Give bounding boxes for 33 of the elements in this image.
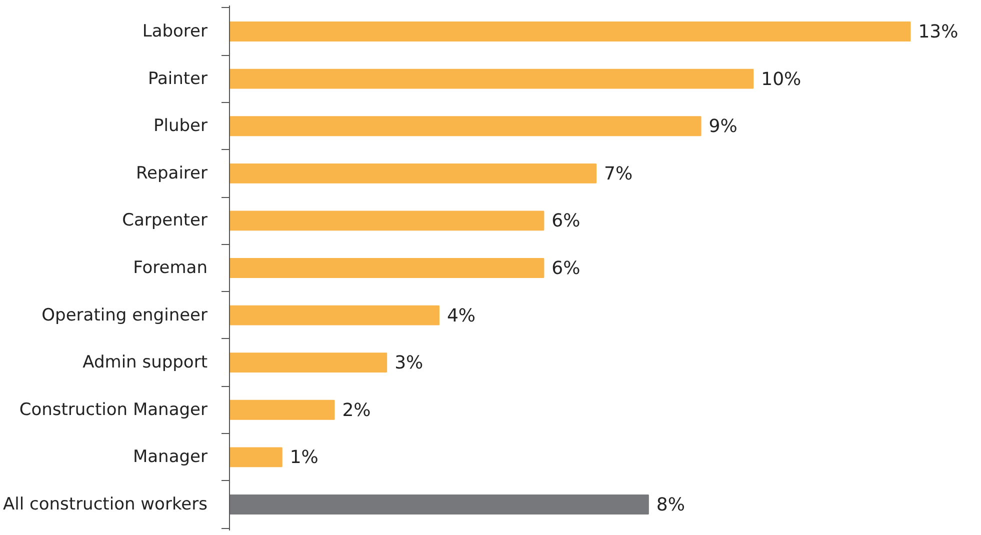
y-tick-label: Operating engineer [42, 305, 208, 326]
data-label: 13% [918, 22, 958, 43]
bar [230, 210, 544, 231]
data-label: 8% [656, 494, 685, 516]
bar [230, 447, 282, 468]
bar [230, 400, 335, 420]
y-tick-label: Construction Manager [19, 400, 208, 420]
data-label: 2% [342, 400, 371, 421]
bar [230, 258, 544, 278]
data-label: 3% [394, 352, 424, 374]
y-tick-label: Carpenter [122, 210, 208, 231]
y-tick-label: Manager [132, 447, 208, 468]
data-label: 10% [761, 68, 802, 90]
bar [230, 494, 649, 514]
bar [230, 305, 440, 326]
bar [230, 163, 597, 184]
data-label: 7% [604, 163, 633, 184]
y-tick-label: Laborer [142, 22, 208, 42]
y-tick-label: Pluber [154, 116, 208, 136]
y-tick-label: Painter [148, 68, 208, 89]
data-label: 6% [552, 210, 580, 232]
data-label: 1% [290, 447, 318, 468]
bar [230, 68, 754, 89]
y-tick-label: Repairer [136, 163, 208, 184]
bar [230, 352, 388, 373]
y-tick-label: Admin support [82, 352, 208, 373]
y-tick-label: All construction workers [3, 494, 208, 514]
bar [230, 116, 702, 136]
bar [230, 22, 911, 42]
data-label: 9% [708, 116, 738, 138]
data-label: 4% [446, 305, 476, 326]
data-label: 6% [552, 258, 580, 279]
y-tick-label: Foreman [133, 258, 208, 278]
